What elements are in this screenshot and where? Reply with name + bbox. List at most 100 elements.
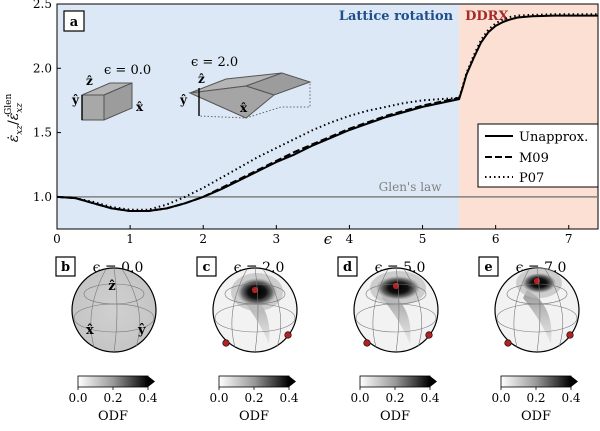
y-tick-label: 1.0 <box>33 190 52 204</box>
x-tick-label: 7 <box>565 232 573 246</box>
glens-law-label: Glen's law <box>379 180 443 194</box>
colorbar-extend-arrow <box>430 376 437 387</box>
x-tick-label: 3 <box>273 232 281 246</box>
shear-front-face <box>188 85 276 119</box>
colorbar-extend-arrow <box>148 376 155 387</box>
shear-reference-outline <box>198 82 311 119</box>
x-tick-label: 0 <box>53 232 61 246</box>
colorbar-tick-label: 0.2 <box>526 391 545 405</box>
plot-frame <box>56 3 599 230</box>
y-tick-label: 2.0 <box>33 61 52 75</box>
colorbar-tick-label: 0.4 <box>420 391 439 405</box>
panel-e-label-box <box>478 256 499 277</box>
colorbar-tick-label: 0.4 <box>561 391 580 405</box>
panel-c-label-box <box>196 256 217 277</box>
colorbar-extend-arrow <box>289 376 296 387</box>
colorbar-title: ODF <box>239 409 269 424</box>
cube-z-label: ẑ <box>86 74 93 88</box>
x-tick-label: 5 <box>419 232 427 246</box>
colorbar-b <box>77 375 149 388</box>
colorbar-d <box>359 375 431 388</box>
y-axis-label: ε̇xz/ε̇xzGlen <box>4 94 25 143</box>
series-unapprox <box>57 14 598 212</box>
sphere-z-label: ẑ <box>108 279 115 294</box>
colorbar-tick-label: 0.0 <box>68 391 87 405</box>
ddrx-region <box>459 4 598 229</box>
colorbar-c <box>218 375 290 388</box>
x-axis-label: ϵ <box>324 230 333 248</box>
colorbar-tick-label: 0.2 <box>103 391 122 405</box>
panel-b-label-box <box>55 256 76 277</box>
sphere-graticule <box>73 267 155 353</box>
inset-right-title: ϵ = 2.0 <box>191 55 238 70</box>
cube-front-face <box>81 94 105 121</box>
x-tick-label: 1 <box>126 232 134 246</box>
shear-y-label: ŷ <box>179 93 188 107</box>
b-axis-marker <box>566 331 574 339</box>
c-axis-marker <box>533 277 541 285</box>
pole-figure-panels: bϵ = 0.0ẑx̂ŷ0.00.20.4ODFcϵ = 2.00.00.20.… <box>55 256 581 424</box>
colorbar-tick-label: 0.0 <box>491 391 510 405</box>
panel-a-label-box <box>63 10 85 32</box>
legend-label-p07: P07 <box>519 171 544 186</box>
colorbar-extend-arrow <box>571 376 578 387</box>
series-group <box>57 13 598 212</box>
colorbar-tick-label: 0.0 <box>350 391 369 405</box>
legend-label-m09: M09 <box>519 151 549 166</box>
lattice-rotation-label: Lattice rotation <box>339 9 454 24</box>
colorbar-tick-label: 0.4 <box>279 391 298 405</box>
series-m09 <box>57 96 460 212</box>
panel-d-label: d <box>343 260 352 275</box>
y-tick-label: 2.5 <box>33 0 52 11</box>
x-tick-label: 6 <box>492 232 500 246</box>
x-tick-label: 2 <box>199 232 207 246</box>
colorbar-tick-label: 0.0 <box>209 391 228 405</box>
sphere-graticule <box>355 267 437 353</box>
legend-box <box>477 123 599 188</box>
ddrx-label: DDRX <box>465 9 509 24</box>
deformed-crystal-inset: ϵ = 2.0 ẑ ŷ x̂ <box>179 55 312 119</box>
cube-x-label: x̂ <box>136 100 144 114</box>
a-axis-marker <box>363 339 371 347</box>
colorbar-title: ODF <box>380 409 410 424</box>
colorbar-tick-label: 0.2 <box>244 391 263 405</box>
legend-label-unapprox: Unapprox. <box>519 130 588 145</box>
legend: Unapprox. M09 P07 <box>477 123 599 188</box>
b-axis-marker <box>425 331 433 339</box>
sphere-graticule <box>214 267 296 353</box>
colorbar-title: ODF <box>98 409 128 424</box>
b-axis-marker <box>284 331 292 339</box>
y-tick-label: 1.5 <box>33 126 52 140</box>
axes: 0 1 2 3 4 5 6 7 1.0 1.5 2.0 2.5 <box>33 0 599 246</box>
undeformed-crystal-inset: ϵ = 0.0 ẑ ŷ x̂ <box>71 63 151 121</box>
shear-x-label: x̂ <box>240 101 248 115</box>
shear-z-label: ẑ <box>198 72 205 86</box>
panel-e-label: e <box>484 260 492 275</box>
lattice-rotation-region <box>57 4 460 229</box>
x-tick-label: 4 <box>346 232 354 246</box>
panel-d-label-box <box>337 256 358 277</box>
a-axis-marker <box>222 339 230 347</box>
sphere-x-label: x̂ <box>86 323 94 338</box>
panel-a-label: a <box>70 15 79 30</box>
cube-y-label: ŷ <box>71 93 80 107</box>
sphere-graticule <box>496 267 578 353</box>
series-p07 <box>57 13 598 211</box>
panel-a: Lattice rotation DDRX 0 1 2 3 4 5 6 7 1.0 1.5 2.0 2… <box>4 0 599 248</box>
panel-c-label: c <box>203 260 211 275</box>
colorbar-e <box>500 375 572 388</box>
colorbar-tick-label: 0.4 <box>138 391 157 405</box>
sphere-y-label: ŷ <box>137 323 146 338</box>
c-axis-marker <box>251 286 259 294</box>
panel-b-label: b <box>61 260 70 275</box>
colorbar-tick-label: 0.2 <box>385 391 404 405</box>
svg-text:ε̇xz/ε̇xzGlen: ε̇xz/ε̇xzGlen <box>4 94 25 143</box>
inset-left-title: ϵ = 0.0 <box>104 63 151 78</box>
a-axis-marker <box>504 339 512 347</box>
